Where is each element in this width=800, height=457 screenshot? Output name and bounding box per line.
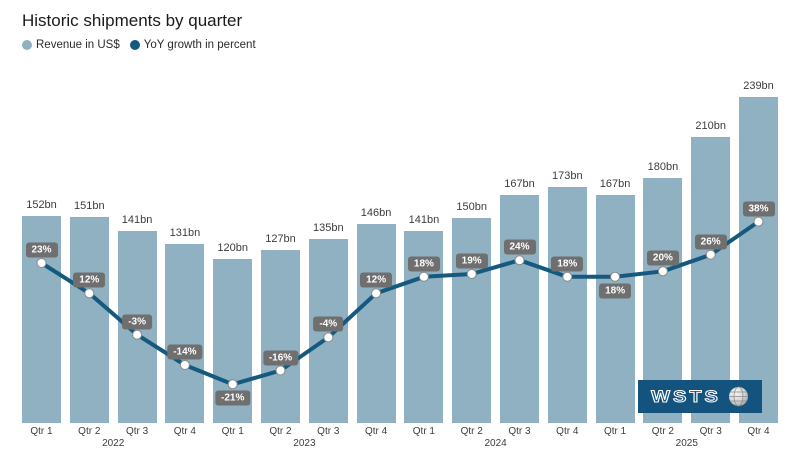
axis-label-year: 2025 bbox=[675, 438, 698, 449]
bar-value-label: 167bn bbox=[599, 178, 631, 191]
axis-label-quarter: Qtr 1 bbox=[412, 426, 435, 437]
axis-label-quarter: Qtr 3 bbox=[699, 426, 722, 437]
axis-label-quarter: Qtr 4 bbox=[556, 426, 579, 437]
bar-value-label: 152bn bbox=[26, 198, 57, 211]
legend-label-growth: YoY growth in percent bbox=[143, 39, 256, 51]
growth-badge: -14% bbox=[167, 344, 203, 360]
axis-label-quarter: Qtr 3 bbox=[317, 426, 340, 437]
bar-qtr1-2025 bbox=[595, 195, 635, 423]
growth-badge: 18% bbox=[599, 283, 632, 299]
legend: Revenue in US$ YoY growth in percent bbox=[22, 39, 256, 51]
axis-label-year: 2023 bbox=[293, 438, 316, 449]
bar-value-label: 141bn bbox=[408, 213, 440, 226]
axis-label-quarter: Qtr 2 bbox=[460, 426, 483, 437]
bar-qtr4-2022 bbox=[165, 244, 205, 423]
axis-label-quarter: Qtr 2 bbox=[269, 426, 292, 437]
wsts-logo-text: WSTS bbox=[651, 387, 721, 406]
axis-label-quarter: Qtr 4 bbox=[173, 426, 196, 437]
axis-label-quarter: Qtr 2 bbox=[78, 426, 101, 437]
chart-title: Historic shipments by quarter bbox=[22, 11, 243, 30]
growth-badge: -21% bbox=[215, 390, 251, 406]
axis-label-quarter: Qtr 4 bbox=[747, 426, 770, 437]
growth-badge: -4% bbox=[313, 316, 344, 332]
bar-value-label: 131bn bbox=[169, 227, 201, 240]
growth-badge: 18% bbox=[551, 256, 584, 272]
bar-value-label: 151bn bbox=[74, 200, 105, 212]
axis-label-quarter: Qtr 1 bbox=[30, 426, 53, 437]
bar-value-label: 146bn bbox=[360, 206, 392, 219]
growth-badge: 12% bbox=[360, 272, 393, 288]
axis-label-quarter: Qtr 1 bbox=[221, 426, 244, 437]
bar-value-label: 135bn bbox=[313, 221, 344, 234]
growth-legend-dot-icon bbox=[129, 40, 140, 50]
bar-value-label: 141bn bbox=[121, 213, 153, 226]
axis-label-quarter: Qtr 3 bbox=[125, 426, 149, 437]
growth-badge: 12% bbox=[73, 272, 106, 288]
growth-badge: 24% bbox=[503, 239, 536, 255]
growth-badge: 38% bbox=[742, 201, 775, 217]
axis-label-year: 2022 bbox=[102, 438, 125, 449]
bar-value-label: 127bn bbox=[265, 232, 296, 245]
growth-badge: 18% bbox=[407, 256, 440, 272]
legend-label-revenue: Revenue in US$ bbox=[36, 39, 120, 51]
wsts-logo: WSTS bbox=[638, 380, 762, 413]
bar-qtr2-2023 bbox=[261, 249, 300, 423]
axis-label-quarter: Qtr 1 bbox=[603, 426, 627, 437]
growth-badge: -3% bbox=[122, 314, 152, 330]
bar-qtr4-2023 bbox=[356, 223, 396, 423]
axis-label-quarter: Qtr 2 bbox=[651, 426, 674, 437]
axis-label-quarter: Qtr 3 bbox=[508, 426, 531, 437]
bar-qtr3-2024 bbox=[500, 195, 539, 423]
axis-label-quarter: Qtr 4 bbox=[364, 426, 388, 437]
legend-item-revenue: Revenue in US$ bbox=[22, 39, 120, 51]
growth-badge: 20% bbox=[646, 250, 679, 266]
bar-value-label: 180bn bbox=[647, 160, 679, 173]
globe-icon bbox=[728, 386, 748, 407]
bar-value-label: 173bn bbox=[552, 170, 583, 182]
revenue-legend-dot-icon bbox=[22, 40, 32, 50]
growth-badge: 26% bbox=[694, 234, 727, 250]
axis-label-year: 2024 bbox=[484, 438, 507, 449]
legend-item-growth: YoY growth in percent bbox=[129, 39, 256, 51]
bar-qtr4-2024 bbox=[547, 187, 587, 423]
bar-qtr2-2022 bbox=[69, 217, 109, 423]
bar-value-label: 167bn bbox=[504, 178, 535, 191]
bar-qtr4-2025 bbox=[739, 97, 778, 423]
growth-badge: 19% bbox=[455, 253, 488, 269]
growth-badge: 23% bbox=[25, 242, 58, 258]
bar-value-label: 150bn bbox=[456, 201, 487, 214]
bar-value-label: 239bn bbox=[743, 80, 774, 92]
bar-qtr2-2024 bbox=[452, 218, 492, 423]
growth-badge: -16% bbox=[262, 350, 299, 365]
bar-value-label: 210bn bbox=[695, 119, 726, 132]
